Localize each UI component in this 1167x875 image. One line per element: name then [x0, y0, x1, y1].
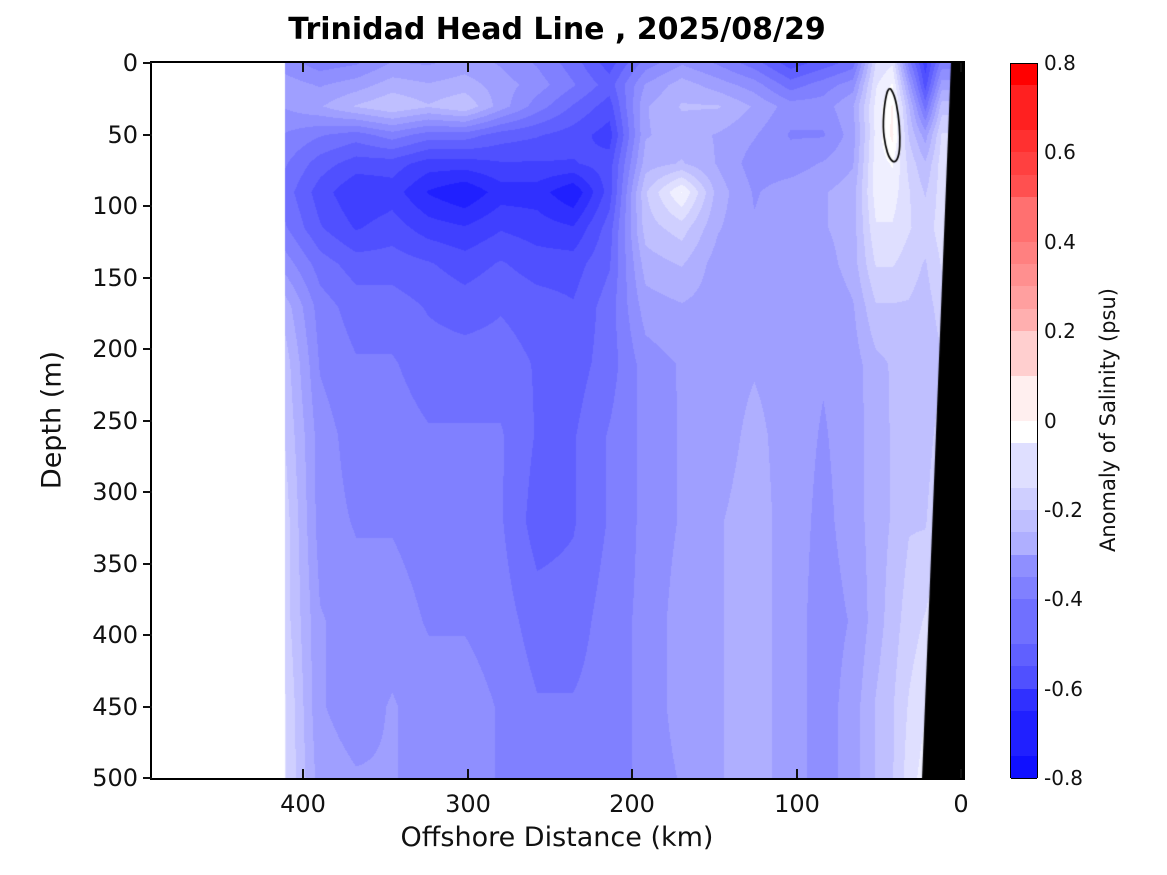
colorbar-tick-label: -0.6: [1044, 676, 1084, 701]
colorbar-segment: [1011, 666, 1037, 690]
colorbar: [1010, 63, 1038, 779]
colorbar-segment: [1011, 152, 1037, 176]
colorbar-tick-label: -0.2: [1044, 497, 1084, 522]
colorbar-segment: [1011, 755, 1037, 779]
y-axis-label: Depth (m): [36, 350, 68, 490]
colorbar-tick-label: 0: [1044, 408, 1057, 433]
x-tick-mark: [796, 769, 798, 778]
y-tick-label: 100: [92, 192, 138, 220]
colorbar-segment: [1011, 487, 1037, 511]
x-tick-mark-top: [467, 63, 469, 72]
colorbar-segment: [1011, 197, 1037, 221]
colorbar-segment: [1011, 130, 1037, 154]
colorbar-segment: [1011, 107, 1037, 132]
x-tick-mark: [960, 769, 962, 778]
y-tick-mark: [143, 277, 152, 279]
colorbar-tick-label: 0.8: [1044, 51, 1076, 75]
x-tick-mark-top: [631, 63, 633, 72]
y-tick-label: 400: [92, 621, 138, 649]
y-tick-label: 200: [92, 335, 138, 363]
y-tick-label: 500: [92, 764, 138, 792]
axes-border: [150, 61, 965, 780]
x-tick-mark-top: [960, 63, 962, 72]
colorbar-segment: [1011, 308, 1037, 333]
colorbar-segment: [1011, 532, 1037, 556]
y-tick-mark: [143, 205, 152, 207]
colorbar-segment: [1011, 442, 1037, 467]
y-tick-mark: [143, 348, 152, 350]
colorbar-segment: [1011, 420, 1037, 444]
chart-title: Trinidad Head Line , 2025/08/29: [288, 12, 826, 47]
colorbar-segment: [1011, 219, 1037, 243]
colorbar-segment: [1011, 509, 1037, 534]
colorbar-segment: [1011, 643, 1037, 668]
x-tick-mark-top: [796, 63, 798, 72]
y-tick-label: 150: [92, 264, 138, 292]
y-tick-label: 350: [92, 550, 138, 578]
colorbar-segment: [1011, 576, 1037, 601]
colorbar-segment: [1011, 375, 1037, 400]
colorbar-tick-label: -0.4: [1044, 587, 1084, 612]
y-tick-label: 50: [107, 121, 138, 149]
contour-field-canvas: [152, 63, 963, 778]
y-tick-label: 0: [122, 49, 138, 77]
x-tick-label: 100: [774, 790, 820, 818]
colorbar-segment: [1011, 554, 1037, 578]
y-tick-label: 250: [92, 407, 138, 435]
x-tick-mark: [302, 769, 304, 778]
y-tick-label: 300: [92, 478, 138, 506]
colorbar-segment: [1011, 353, 1037, 377]
colorbar-segment: [1011, 85, 1037, 109]
colorbar-segment: [1011, 174, 1037, 199]
colorbar-segment: [1011, 710, 1037, 735]
colorbar-segment: [1011, 264, 1037, 288]
colorbar-segment: [1011, 465, 1037, 489]
x-tick-mark: [631, 769, 633, 778]
x-axis-label: Offshore Distance (km): [400, 822, 714, 853]
colorbar-segment: [1011, 286, 1037, 310]
colorbar-segment: [1011, 331, 1037, 355]
colorbar-segment: [1011, 64, 1037, 87]
colorbar-label: Anomaly of Salinity (psu): [1096, 287, 1120, 553]
x-tick-label: 200: [609, 790, 655, 818]
colorbar-segment: [1011, 599, 1037, 623]
y-tick-mark: [143, 420, 152, 422]
colorbar-tick-label: -0.8: [1044, 766, 1084, 790]
y-tick-mark: [143, 491, 152, 493]
colorbar-segment: [1011, 241, 1037, 266]
x-tick-label: 400: [280, 790, 326, 818]
y-tick-mark: [143, 634, 152, 636]
x-tick-label: 0: [953, 790, 969, 818]
x-tick-label: 300: [445, 790, 491, 818]
x-tick-mark: [467, 769, 469, 778]
x-tick-mark-top: [302, 63, 304, 72]
colorbar-segment: [1011, 688, 1037, 712]
colorbar-segment: [1011, 733, 1037, 757]
y-tick-mark: [143, 777, 152, 779]
y-tick-mark: [143, 62, 152, 64]
y-tick-mark: [143, 563, 152, 565]
colorbar-segment: [1011, 621, 1037, 645]
y-tick-mark: [143, 706, 152, 708]
colorbar-tick-label: 0.6: [1044, 140, 1076, 165]
colorbar-segment: [1011, 398, 1037, 422]
y-tick-mark: [143, 134, 152, 136]
colorbar-tick-label: 0.4: [1044, 229, 1076, 254]
y-tick-label: 450: [92, 693, 138, 721]
colorbar-tick-label: 0.2: [1044, 319, 1076, 344]
